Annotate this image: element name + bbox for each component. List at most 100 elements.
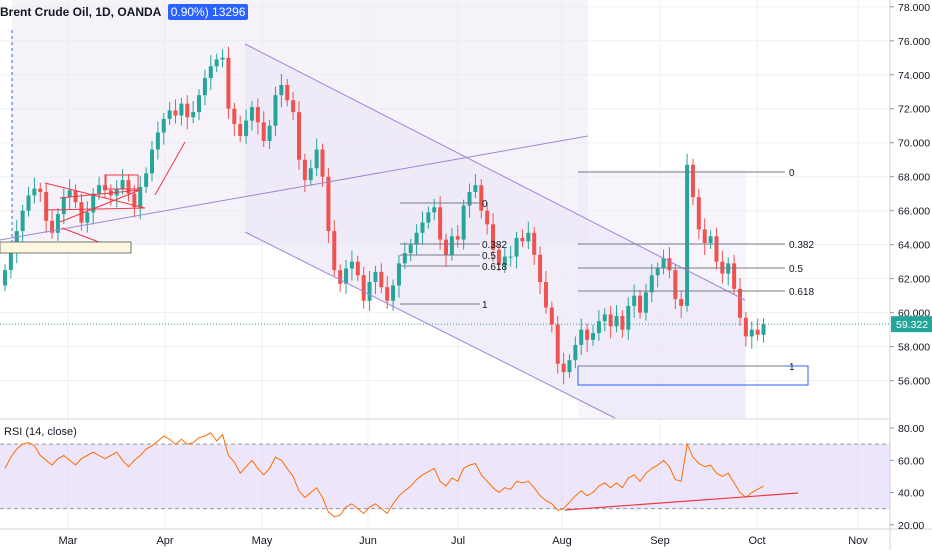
rsi-band (0, 444, 890, 509)
candle-body (549, 307, 554, 325)
fib-level-label: 1 (482, 300, 488, 311)
candle-body (126, 180, 131, 194)
candle-body (638, 295, 643, 313)
wedge-pattern (44, 182, 146, 211)
x-tick-label: Jun (359, 535, 377, 547)
candle-body (20, 210, 25, 232)
candle-body (226, 57, 231, 109)
candle-body (408, 244, 413, 254)
candle-body (496, 249, 501, 266)
y-tick-label: 66.000 (898, 206, 930, 218)
x-tick-label: Oct (748, 535, 765, 547)
candle-body (596, 321, 601, 334)
candle-body (167, 110, 172, 119)
candle-body (702, 229, 707, 243)
candle-body (191, 112, 196, 118)
candle-body (214, 59, 219, 67)
candle-body (132, 193, 137, 208)
y-tick-label: 62.000 (898, 274, 930, 286)
fib-level-label: 0 (789, 168, 795, 179)
change-badge: 0.90%) 13296 (167, 4, 249, 20)
y-tick-label: 56.000 (898, 376, 930, 388)
candle-body (473, 185, 478, 193)
candle-body (67, 190, 72, 198)
candle-body (696, 197, 701, 230)
candles (3, 46, 766, 385)
candle-body (102, 185, 107, 191)
candle-body (285, 84, 290, 101)
candle-body (461, 205, 466, 240)
candle-body (55, 214, 60, 233)
fib-level-label: 0 (482, 199, 488, 210)
candle-body (555, 324, 560, 364)
candle-body (197, 95, 202, 113)
candle-body (379, 271, 384, 288)
candle-body (332, 231, 337, 271)
candle-body (643, 292, 648, 313)
candle-body (26, 195, 31, 211)
fib-level-label: 0.5 (482, 251, 496, 262)
candle-body (373, 271, 378, 283)
candle-body (532, 232, 537, 255)
candle-body (291, 100, 296, 113)
candle-body (444, 239, 448, 255)
rsi-y-tick-label: 60.00 (898, 455, 924, 467)
candle-body (761, 324, 766, 335)
candle-body (732, 263, 737, 289)
candle-body (567, 360, 572, 373)
candle-body (273, 95, 278, 126)
candle-body (608, 314, 613, 327)
x-tick-label: May (252, 535, 273, 547)
fib-level-label: 0.5 (789, 264, 803, 275)
rsi-title[interactable]: RSI (14, close) (4, 426, 77, 438)
x-tick-label: Aug (552, 535, 572, 547)
x-tick-label: Jul (451, 535, 465, 547)
rsi-line (4, 432, 764, 518)
fib-level-label: 0.382 (482, 240, 507, 251)
candle-body (561, 363, 566, 373)
candle-body (661, 258, 666, 269)
candle-body (367, 282, 372, 301)
candle-body (155, 132, 160, 150)
candle-body (485, 210, 490, 225)
triangle-pattern (59, 189, 141, 223)
candle-body (402, 253, 407, 264)
rsi-y-tick-label: 40.00 (898, 488, 924, 500)
candle-body (467, 192, 472, 206)
x-tick-label: Apr (156, 535, 173, 547)
channel-lower-line (244, 231, 616, 419)
y-tick-label: 72.000 (898, 104, 930, 116)
y-tick-label: 78.000 (898, 2, 930, 14)
candle-body (432, 207, 437, 213)
y-tick-label: 68.000 (898, 172, 930, 184)
candle-body (267, 125, 272, 142)
symbol-title[interactable]: Brent Crude Oil, 1D, OANDA (0, 5, 162, 19)
candle-body (743, 317, 748, 337)
candle-body (614, 316, 619, 327)
candle-body (261, 122, 266, 142)
candle-body (685, 164, 690, 306)
candle-body (202, 78, 207, 96)
candle-body (414, 232, 419, 245)
candle-body (144, 173, 149, 187)
pattern-leg (61, 227, 105, 245)
candle-body (161, 118, 166, 133)
candle-body (361, 275, 366, 301)
candle-body (573, 344, 578, 361)
channel-upper-line (244, 43, 746, 301)
candle-body (649, 275, 654, 293)
candle-body (514, 237, 519, 257)
candle-body (173, 110, 178, 116)
candle-body (220, 57, 225, 60)
candle-body (449, 236, 454, 255)
candle-body (673, 270, 678, 300)
candle-body (8, 253, 13, 271)
last-price-label: 59.322 (896, 319, 928, 331)
candle-body (520, 237, 525, 242)
candle-body (714, 236, 719, 262)
candle-body (538, 254, 543, 283)
candle-body (420, 222, 425, 233)
candle-body (50, 220, 55, 233)
